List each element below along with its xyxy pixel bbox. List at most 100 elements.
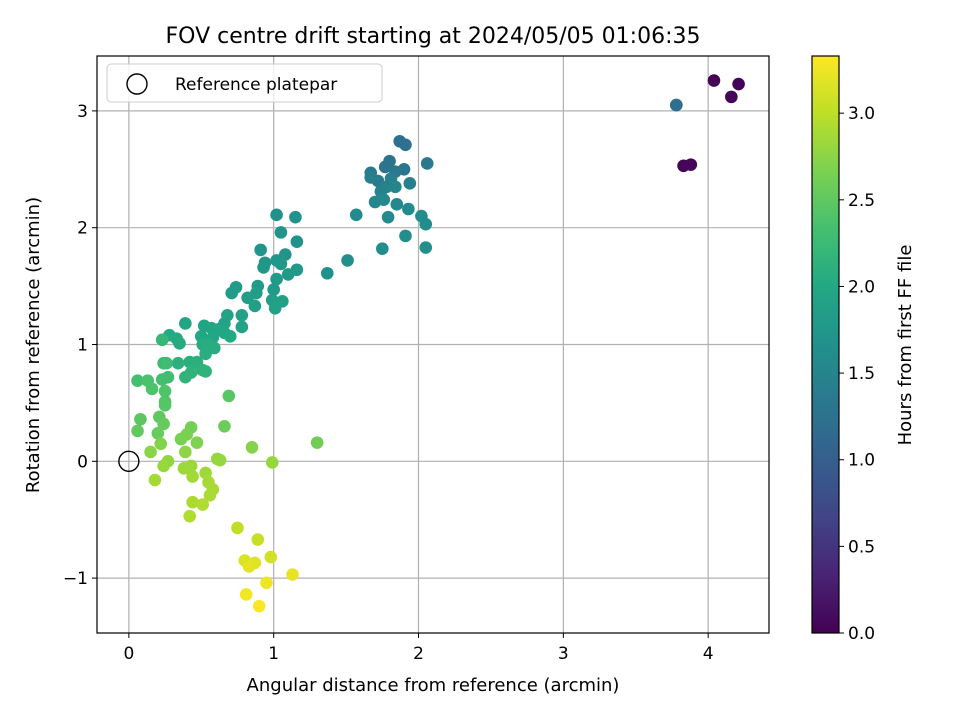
data-point [171,356,185,370]
legend-marker-open-circle [126,73,148,95]
y-tick-label: 2 [77,219,88,239]
data-point [254,243,267,257]
data-point [725,90,738,104]
data-point [390,198,404,211]
data-point [186,495,199,509]
data-point [670,98,683,112]
data-point [186,470,199,483]
data-point [231,521,244,535]
y-tick-label: 3 [77,102,88,122]
data-point [265,456,279,469]
data-point [157,459,170,473]
colorbar-tick-label: 0.5 [848,537,875,557]
data-point [199,365,212,378]
legend-box [106,63,383,103]
data-point [218,419,231,433]
data-point [180,428,194,441]
data-point [684,158,698,171]
data-point [248,299,262,313]
data-point [419,217,433,231]
data-point [403,177,417,190]
data-point [154,437,168,451]
data-point [402,202,415,216]
data-point [270,208,283,222]
data-point [158,384,172,398]
data-point [380,180,393,194]
data-point [377,193,391,206]
colorbar-tick-label: 2.5 [848,191,875,211]
data-point [155,373,169,386]
data-point [378,160,392,174]
data-point [419,241,433,254]
data-point [179,370,192,384]
data-point [222,389,236,403]
data-point [145,382,159,396]
data-point [179,445,192,459]
data-point [235,320,249,334]
data-point [251,533,265,546]
data-point [349,208,363,222]
data-point [213,453,227,467]
data-point [310,436,324,449]
data-point [239,588,253,601]
data-point [179,317,192,330]
x-axis-label: Angular distance from reference (arcmin) [247,675,620,696]
data-point [177,462,191,475]
data-point [364,171,378,184]
data-point [389,180,402,194]
data-point [399,229,412,243]
data-point [252,599,266,613]
data-point [241,291,254,305]
colorbar: 0.0 0.5 1.0 1.5 2.0 2.5 3.0 Hours from first F… [811,55,916,644]
data-point [157,417,170,431]
legend-label: Reference platepar [175,75,337,95]
x-tick-label: 4 [703,644,714,664]
y-axis-label: Rotation from reference (arcmin) [23,197,44,493]
data-point [144,445,157,459]
y-tick-label: 0 [77,452,88,472]
data-point [151,426,165,440]
data-point [245,440,259,454]
data-point [274,226,288,239]
x-axis-ticks: 0 1 2 3 4 [123,633,714,664]
x-tick-label: 3 [558,644,569,664]
colorbar-tick-label: 1.5 [848,364,875,384]
data-point [160,356,173,370]
data-point [134,412,147,426]
data-point [155,333,169,347]
data-point [381,210,395,224]
legend: Reference platepar [106,63,383,103]
data-point [131,424,144,438]
data-point [131,374,144,388]
data-point [286,568,299,581]
data-point [320,266,334,280]
scatter-series [131,74,745,613]
reference-marker-group [118,450,140,473]
data-point [235,308,249,322]
data-point [242,560,256,573]
colorbar-label: Hours from first FF file [895,245,916,446]
data-point [399,138,412,152]
y-tick-label: −1 [63,569,88,589]
data-point [148,473,162,487]
data-point [260,576,273,590]
data-point [183,509,196,523]
y-tick-label: 1 [77,336,88,356]
data-point [190,436,204,449]
colorbar-tick-label: 3.0 [848,104,875,124]
data-point [196,498,210,511]
data-point [203,488,217,502]
colorbar-ticks: 0.0 0.5 1.0 1.5 2.0 2.5 3.0 [839,104,875,644]
data-point [290,235,304,249]
data-point [199,347,212,361]
data-point [707,74,721,87]
colorbar-tick-label: 2.0 [848,277,875,297]
colorbar-tick-label: 1.0 [848,451,875,471]
y-axis-ticks: −1 0 1 2 3 [63,102,97,589]
data-point [732,77,745,91]
data-point [376,242,389,256]
plot-area: 0 1 2 3 4 −1 0 1 2 3 [63,55,770,664]
chart-title: FOV centre drift starting at 2024/05/05 … [166,24,701,49]
data-point [420,157,434,170]
